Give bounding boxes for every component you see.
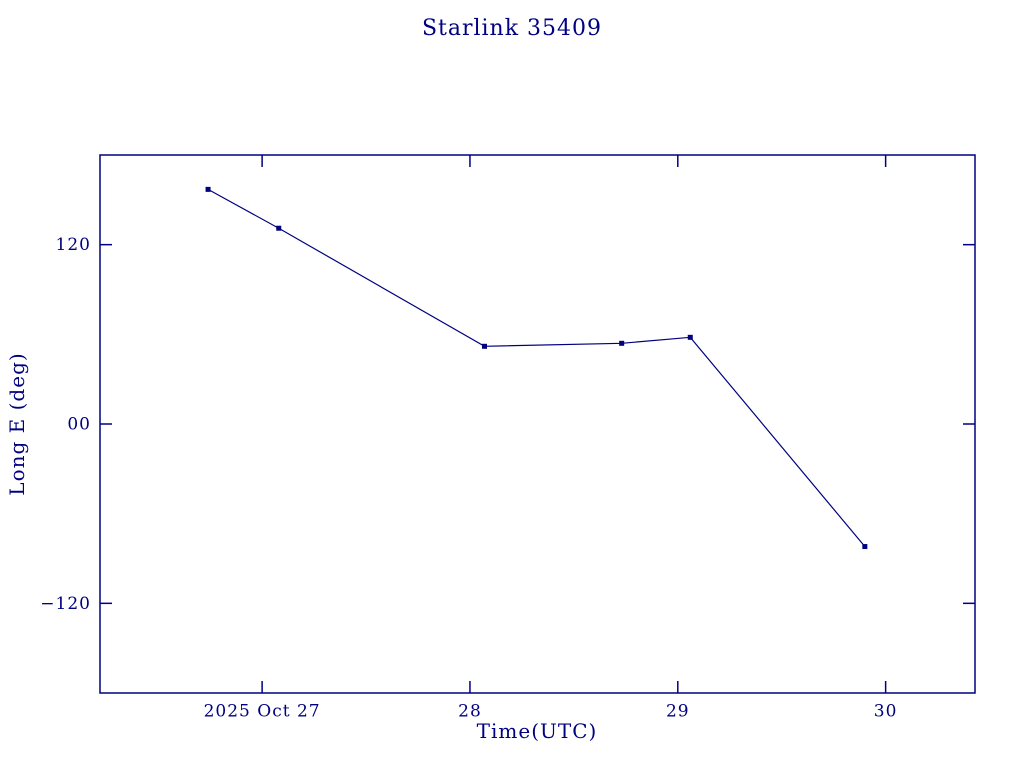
x-tick-label: 29 <box>666 702 690 722</box>
x-axis-label: Time(UTC) <box>476 719 598 743</box>
chart-title: Starlink 35409 <box>421 16 603 41</box>
data-point-marker <box>619 340 625 346</box>
data-line <box>207 188 866 547</box>
y-axis-label: Long E (deg) <box>5 352 29 496</box>
data-point-marker <box>276 225 282 231</box>
y-tick-label: 120 <box>56 235 91 255</box>
data-point-marker <box>687 334 693 340</box>
data-point-marker <box>862 544 868 550</box>
data-point-marker <box>205 186 211 192</box>
y-tick-label: −120 <box>40 594 91 614</box>
data-point-marker <box>482 343 488 349</box>
x-tick-label: 30 <box>874 702 898 722</box>
plot-border <box>99 154 976 694</box>
x-tick-label: 28 <box>458 702 482 722</box>
y-tick-label: 00 <box>67 415 91 435</box>
x-tick-label: 2025 Oct 27 <box>204 702 321 722</box>
